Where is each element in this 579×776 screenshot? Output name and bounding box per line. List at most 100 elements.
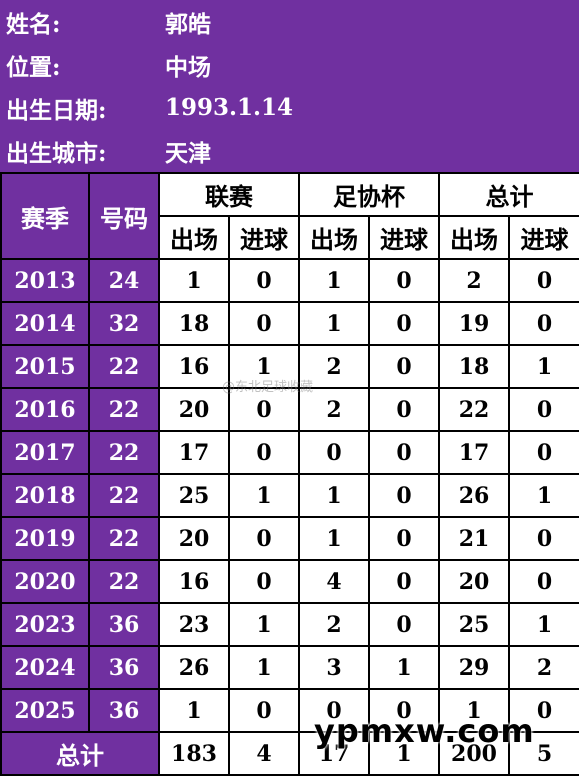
info-row-birthdate: 出生日期: 1993.1.14 <box>0 86 579 129</box>
total-goals-cell: 1 <box>508 344 579 389</box>
cup-goals-cell: 0 <box>368 559 440 604</box>
total-apps-cell: 22 <box>438 387 510 432</box>
cup-goals-header: 进球 <box>368 215 440 260</box>
total-goals-header: 进球 <box>508 215 579 260</box>
league-goals-cell: 0 <box>228 516 300 561</box>
info-row-position: 位置: 中场 <box>0 43 579 86</box>
cup-goals-cell: 0 <box>368 301 440 346</box>
season-cell: 2016 <box>0 387 90 432</box>
cup-goals-cell: 0 <box>368 473 440 518</box>
total-league-apps: 183 <box>158 731 230 776</box>
table-row: 2024 36 26 1 3 1 29 2 <box>0 645 579 690</box>
season-cell: 2019 <box>0 516 90 561</box>
total-apps-cell: 17 <box>438 430 510 475</box>
total-group-header: 总计 <box>438 172 579 217</box>
total-goals-cell: 1 <box>508 473 579 518</box>
number-cell: 36 <box>88 688 160 733</box>
season-cell: 2023 <box>0 602 90 647</box>
cup-apps-cell: 1 <box>298 473 370 518</box>
table-row: 2014 32 18 0 1 0 19 0 <box>0 301 579 346</box>
total-apps-cell: 18 <box>438 344 510 389</box>
cup-goals-cell: 0 <box>368 430 440 475</box>
cup-apps-cell: 0 <box>298 430 370 475</box>
table-row: 2025 36 1 0 0 0 1 0 <box>0 688 579 733</box>
season-cell: 2025 <box>0 688 90 733</box>
header-row-groups: 赛季 号码 联赛 足协杯 总计 <box>0 172 579 260</box>
number-cell: 36 <box>88 602 160 647</box>
total-apps-cell: 29 <box>438 645 510 690</box>
total-goals-cell: 0 <box>508 387 579 432</box>
total-goals-cell: 0 <box>508 688 579 733</box>
season-cell: 2024 <box>0 645 90 690</box>
table-row: 2018 22 25 1 1 0 26 1 <box>0 473 579 518</box>
cup-apps-cell: 4 <box>298 559 370 604</box>
league-apps-header: 出场 <box>158 215 230 260</box>
number-cell: 22 <box>88 387 160 432</box>
season-cell: 2017 <box>0 430 90 475</box>
season-cell: 2014 <box>0 301 90 346</box>
number-cell: 36 <box>88 645 160 690</box>
cup-apps-cell: 2 <box>298 344 370 389</box>
player-info-header: 姓名: 郭皓 位置: 中场 出生日期: 1993.1.14 出生城市: 天津 <box>0 0 579 172</box>
total-apps-cell: 25 <box>438 602 510 647</box>
league-apps-cell: 17 <box>158 430 230 475</box>
cup-apps-cell: 3 <box>298 645 370 690</box>
info-row-name: 姓名: 郭皓 <box>0 0 579 43</box>
position-label: 位置: <box>6 53 61 81</box>
number-cell: 22 <box>88 516 160 561</box>
league-apps-cell: 23 <box>158 602 230 647</box>
birthplace-label: 出生城市: <box>6 139 107 167</box>
total-all-goals: 5 <box>508 731 579 776</box>
total-apps-cell: 19 <box>438 301 510 346</box>
season-cell: 2013 <box>0 258 90 303</box>
league-goals-cell: 1 <box>228 602 300 647</box>
total-goals-cell: 0 <box>508 430 579 475</box>
total-goals-cell: 0 <box>508 559 579 604</box>
table-row: 2017 22 17 0 0 0 17 0 <box>0 430 579 475</box>
league-apps-cell: 1 <box>158 688 230 733</box>
total-goals-cell: 0 <box>508 258 579 303</box>
league-apps-cell: 20 <box>158 387 230 432</box>
cup-apps-cell: 2 <box>298 387 370 432</box>
total-goals-cell: 2 <box>508 645 579 690</box>
total-goals-cell: 0 <box>508 516 579 561</box>
cup-goals-cell: 1 <box>368 645 440 690</box>
cup-apps-cell: 1 <box>298 516 370 561</box>
league-apps-cell: 1 <box>158 258 230 303</box>
site-watermark: ypmxw.com <box>314 712 535 750</box>
cup-goals-cell: 0 <box>368 516 440 561</box>
total-league-goals: 4 <box>228 731 300 776</box>
season-header: 赛季 <box>0 172 90 260</box>
league-goals-cell: 0 <box>228 301 300 346</box>
league-goals-cell: 1 <box>228 473 300 518</box>
total-apps-cell: 20 <box>438 559 510 604</box>
stats-body: 2013 24 1 0 1 0 2 0 2014 32 18 0 1 0 19 0 2015 22 16 1 2 0 18 1… <box>0 258 579 733</box>
season-cell: 2015 <box>0 344 90 389</box>
total-cup-apps: 17 <box>298 731 370 776</box>
table-row: 2023 36 23 1 2 0 25 1 <box>0 602 579 647</box>
fa-cup-group-header: 足协杯 <box>298 172 440 217</box>
cup-goals-cell: 0 <box>368 387 440 432</box>
number-cell: 22 <box>88 473 160 518</box>
season-cell: 2018 <box>0 473 90 518</box>
season-cell: 2020 <box>0 559 90 604</box>
table-row: 2016 22 20 0 2 0 22 0 <box>0 387 579 432</box>
league-group-header: 联赛 <box>158 172 300 217</box>
total-apps-header: 出场 <box>438 215 510 260</box>
cup-apps-cell: 1 <box>298 301 370 346</box>
total-label: 总计 <box>0 731 160 776</box>
name-value: 郭皓 <box>165 10 211 38</box>
cup-goals-cell: 0 <box>368 688 440 733</box>
league-goals-cell: 0 <box>228 688 300 733</box>
birthplace-value: 天津 <box>165 139 211 167</box>
table-row: 2020 22 16 0 4 0 20 0 <box>0 559 579 604</box>
cup-apps-cell: 1 <box>298 258 370 303</box>
table-row: 2015 22 16 1 2 0 18 1 <box>0 344 579 389</box>
number-cell: 32 <box>88 301 160 346</box>
number-cell: 22 <box>88 344 160 389</box>
total-row: 总计 183 4 17 1 200 5 <box>0 731 579 776</box>
header-row-subheaders: 出场 进球 出场 进球 出场 进球 <box>1 215 579 260</box>
league-apps-cell: 20 <box>158 516 230 561</box>
stats-table: 赛季 号码 联赛 足协杯 总计 出场 进球 出场 进球 出场 进球 2013 24… <box>0 172 579 776</box>
total-goals-cell: 0 <box>508 301 579 346</box>
